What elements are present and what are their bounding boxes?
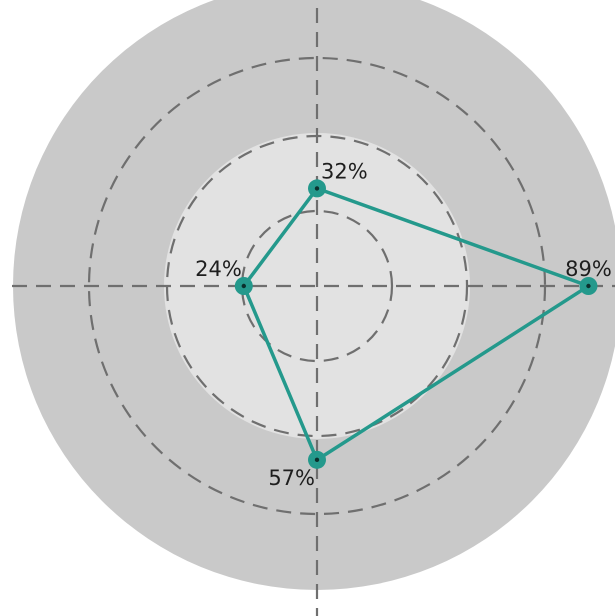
data-point-center-left bbox=[241, 283, 246, 289]
data-label-top: 32% bbox=[321, 159, 368, 183]
data-point-center-bottom bbox=[314, 457, 320, 463]
data-label-bottom: 57% bbox=[268, 466, 315, 490]
data-label-left: 24% bbox=[195, 257, 242, 281]
series-layer: 32% 89% 57% 24% bbox=[195, 159, 612, 489]
data-label-right: 89% bbox=[565, 257, 612, 281]
data-point-center-right bbox=[586, 283, 591, 289]
data-point-center-top bbox=[314, 186, 320, 191]
grid-ring-inner bbox=[240, 209, 394, 363]
